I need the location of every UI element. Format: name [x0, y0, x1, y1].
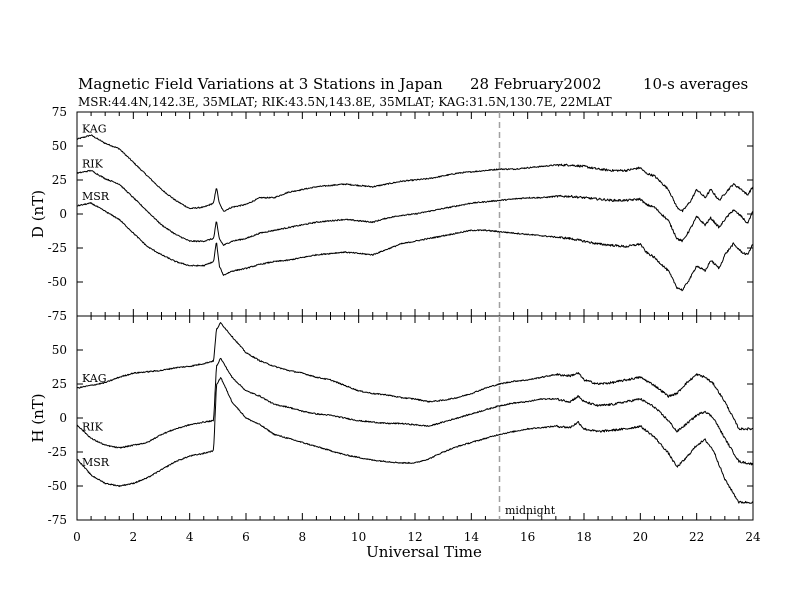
series-label-rik: RIK — [82, 157, 104, 170]
x-tick-label: 20 — [633, 530, 648, 544]
y-tick-label: -25 — [48, 445, 67, 459]
y-tick-label: -25 — [48, 241, 67, 255]
x-axis-label: Universal Time — [366, 543, 482, 561]
stations-info: MSR:44.4N,142.3E, 35MLAT; RIK:43.5N,143.… — [78, 95, 612, 109]
series-line-msr — [76, 202, 754, 292]
series-line-rik — [76, 169, 754, 246]
series-label-rik: RIK — [82, 420, 104, 433]
x-tick-label: 14 — [464, 530, 480, 544]
series-label-kag: KAG — [82, 372, 107, 385]
plot-frame — [76, 315, 754, 521]
x-tick-label: 16 — [520, 530, 535, 544]
x-tick-label: 0 — [73, 530, 81, 544]
y-tick-label: 75 — [52, 105, 67, 119]
series-label-msr: MSR — [82, 456, 110, 469]
d-component-panel: 75 50 25 0 -25 -50 -75 KAG RIK MSR — [48, 105, 754, 323]
series-line-rik — [76, 357, 754, 466]
y-tick-label: 50 — [52, 139, 67, 153]
figure-title: Magnetic Field Variations at 3 Stations … — [78, 75, 443, 93]
x-tick-label: 12 — [407, 530, 422, 544]
figure-date: 28 February2002 — [470, 75, 602, 93]
averaging-label: 10-s averages — [643, 75, 748, 93]
y-tick-label: 0 — [59, 207, 67, 221]
d-axis-label: D (nT) — [29, 190, 47, 238]
series-label-kag: KAG — [82, 122, 107, 135]
y-tick-label: 0 — [59, 411, 67, 425]
x-tick-label: 8 — [299, 530, 307, 544]
x-tick-label: 10 — [351, 530, 366, 544]
midnight-label: midnight — [505, 504, 556, 517]
x-tick-label: 22 — [689, 530, 704, 544]
series-line-kag — [76, 134, 754, 213]
y-tick-label: -50 — [48, 275, 67, 289]
y-tick-label: -50 — [48, 479, 67, 493]
y-tick-label: 50 — [52, 343, 67, 357]
y-tick-label: 25 — [52, 173, 67, 187]
x-tick-label: 24 — [745, 530, 761, 544]
h-axis-label: H (nT) — [29, 393, 47, 442]
x-tick-label: 2 — [130, 530, 138, 544]
y-tick-label: -75 — [48, 309, 67, 323]
series-label-msr: MSR — [82, 190, 110, 203]
x-tick-label: 6 — [242, 530, 250, 544]
y-tick-label: -75 — [48, 513, 67, 527]
series-line-msr — [76, 377, 754, 504]
x-tick-label: 4 — [186, 530, 194, 544]
y-tick-label: 25 — [52, 377, 67, 391]
series-line-kag — [76, 322, 754, 431]
x-tick-label: 18 — [576, 530, 591, 544]
